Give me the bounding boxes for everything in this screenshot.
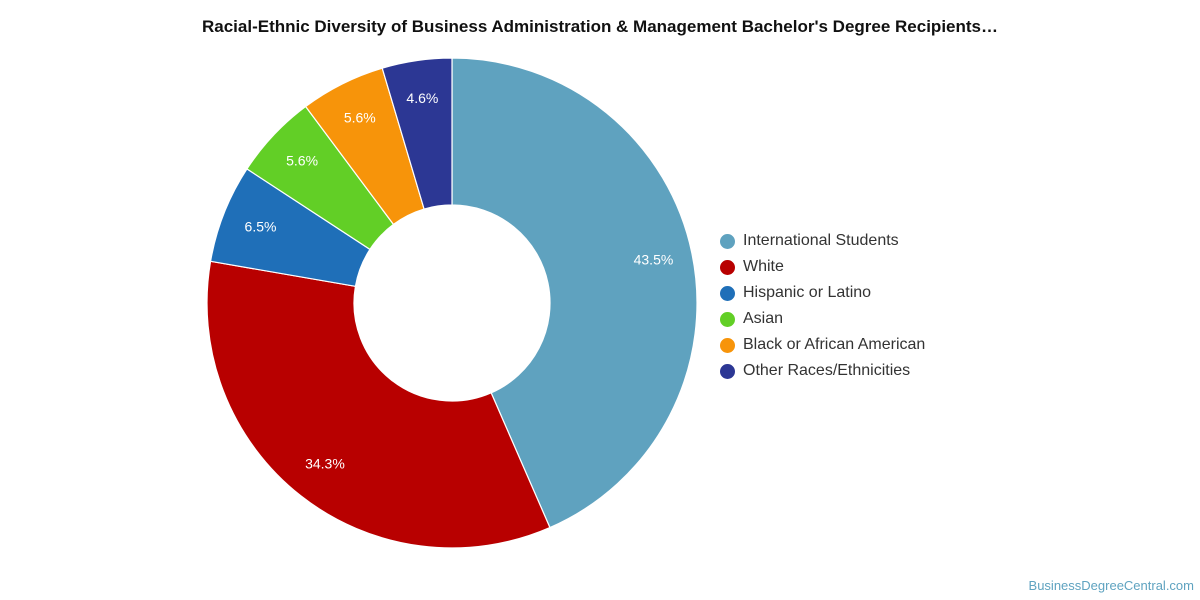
legend-label-hispanic-or-latino: Hispanic or Latino (743, 284, 872, 301)
slice-label-other-races-ethnicities: 4.6% (406, 90, 438, 106)
chart-title: Racial-Ethnic Diversity of Business Admi… (201, 17, 998, 36)
legend-label-other-races-ethnicities: Other Races/Ethnicities (743, 362, 911, 379)
legend-item-white[interactable]: White (720, 254, 925, 280)
source-credit[interactable]: BusinessDegreeCentral.com (1028, 578, 1194, 593)
legend-item-black-or-african-american[interactable]: Black or African American (720, 332, 925, 358)
slice-international-students[interactable] (451, 57, 698, 529)
legend-item-hispanic-or-latino[interactable]: Hispanic or Latino (720, 280, 925, 306)
legend-swatch-asian (720, 311, 735, 327)
legend-swatch-hispanic-or-latino (720, 285, 735, 301)
slice-label-international-students: 43.5% (634, 252, 674, 268)
legend-label-asian: Asian (743, 310, 784, 327)
legend-label-international-students: International Students (743, 232, 899, 249)
legend-item-international-students[interactable]: International Students (720, 228, 925, 254)
slice-label-asian: 5.6% (286, 153, 318, 169)
legend-item-other-races-ethnicities[interactable]: Other Races/Ethnicities (720, 358, 925, 384)
slice-label-hispanic-or-latino: 6.5% (245, 218, 277, 234)
donut-slices (206, 57, 698, 549)
legend-swatch-international-students (720, 233, 735, 249)
slice-label-white: 34.3% (305, 456, 345, 472)
legend-swatch-white (720, 259, 735, 275)
donut-slice-labels: 43.5% 34.3% 6.5% 5.6% 5.6% 4.6% (245, 90, 674, 472)
slice-label-black-or-african-american: 5.6% (344, 110, 376, 126)
slice-other-races-ethnicities[interactable] (381, 57, 453, 210)
legend-swatch-black-or-african-american (720, 337, 735, 353)
chart-legend: International Students White Hispanic or L… (720, 228, 925, 384)
legend-item-asian[interactable]: Asian (720, 306, 925, 332)
slice-white[interactable] (206, 260, 551, 549)
legend-swatch-other-races-ethnicities (720, 363, 735, 379)
legend-label-white: White (743, 258, 784, 275)
legend-label-black-or-african-american: Black or African American (743, 336, 926, 353)
